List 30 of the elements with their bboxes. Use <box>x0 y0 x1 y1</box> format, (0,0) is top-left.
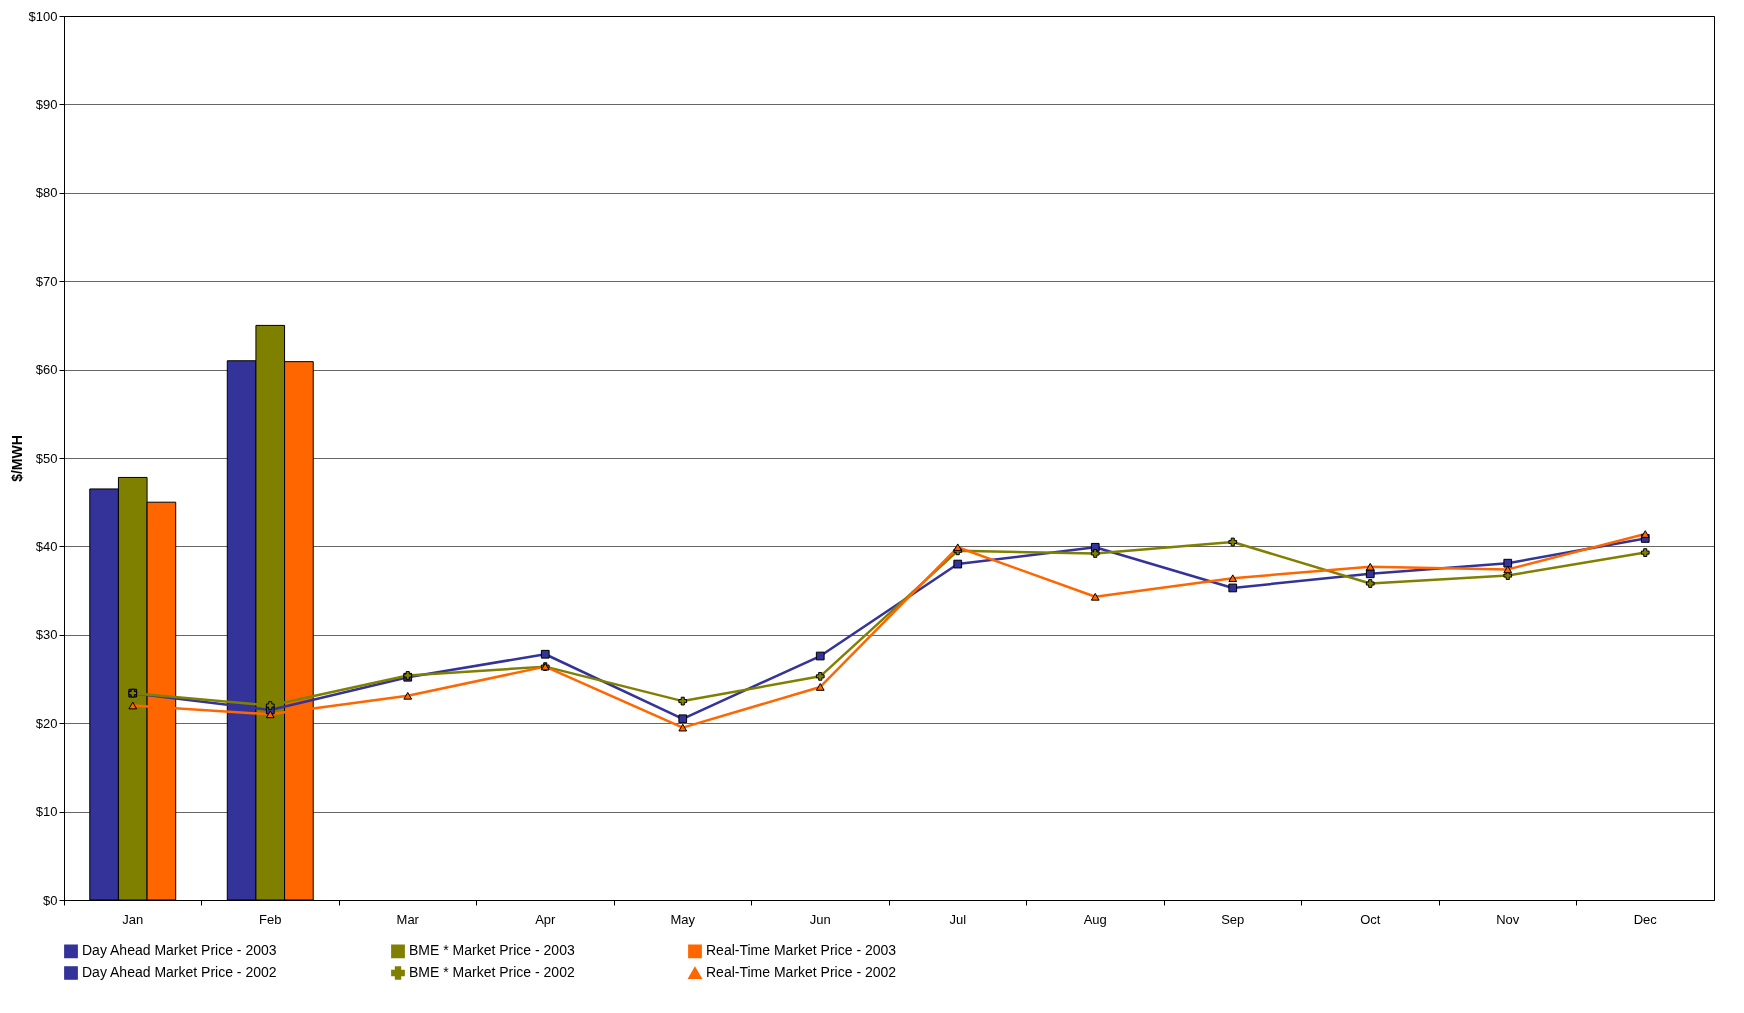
legend-label: BME * Market Price - 2002 <box>409 964 575 980</box>
x-tick-label: Aug <box>1083 911 1107 927</box>
x-tick-label: Apr <box>535 911 557 927</box>
y-tick-label: $60 <box>35 362 58 378</box>
y-tick-label: $80 <box>35 185 58 201</box>
y-tick-label: $30 <box>35 627 58 643</box>
y-tick-label: $90 <box>35 96 58 112</box>
x-tick-label: Sep <box>1221 911 1245 927</box>
y-tick-label: $20 <box>35 715 58 731</box>
y-axis-title: $/MWH <box>8 435 25 482</box>
y-tick-label: $100 <box>28 8 58 24</box>
y-tick-label: $50 <box>35 450 58 466</box>
legend-label: BME * Market Price - 2003 <box>409 942 575 959</box>
x-tick-label: Jul <box>949 911 967 927</box>
legend-label: Day Ahead Market Price - 2002 <box>82 964 277 980</box>
x-tick-label: May <box>670 911 696 927</box>
y-tick-label: $40 <box>35 538 58 554</box>
legend-label: Real-Time Market Price - 2003 <box>706 942 897 959</box>
x-tick-label: Mar <box>396 911 420 927</box>
y-tick-label: $10 <box>35 804 58 820</box>
x-tick-label: Nov <box>1496 911 1520 927</box>
x-tick-label: Jan <box>122 911 144 927</box>
y-tick-label: $0 <box>43 892 58 908</box>
x-tick-label: Oct <box>1360 911 1381 927</box>
y-tick-label: $70 <box>35 273 58 289</box>
x-tick-label: Jun <box>809 911 831 927</box>
legend-label: Day Ahead Market Price - 2003 <box>82 942 277 959</box>
x-tick-label: Feb <box>259 911 282 927</box>
legend-label: Real-Time Market Price - 2002 <box>706 964 897 980</box>
x-tick-label: Dec <box>1633 911 1658 927</box>
